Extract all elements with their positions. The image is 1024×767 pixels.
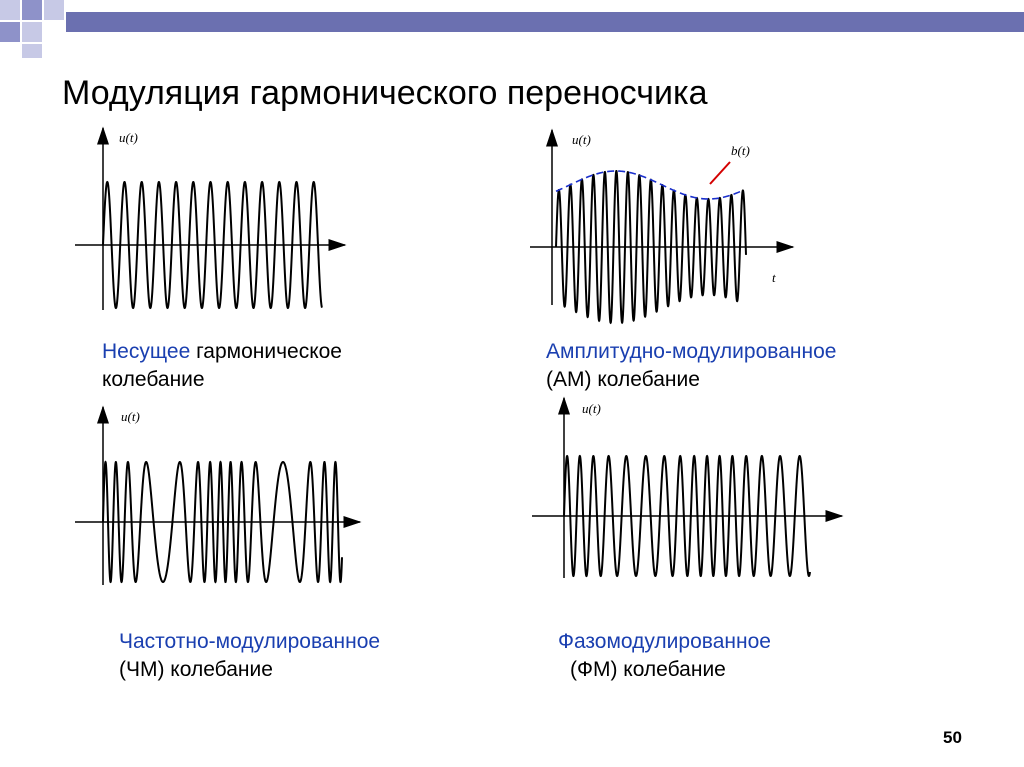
- caption-text: (ЧМ) колебание: [119, 658, 273, 681]
- deco-square: [22, 0, 42, 20]
- pm-plot: u(t): [532, 396, 844, 578]
- caption-text: (ФМ) колебание: [570, 658, 726, 681]
- carrier-waveform: [102, 180, 323, 310]
- am-envelope: [555, 170, 741, 200]
- envelope-label: b(t): [731, 143, 750, 158]
- slide-decoration: [0, 0, 1024, 58]
- deco-square: [0, 0, 20, 20]
- caption-highlight: Частотно-модулированное: [119, 630, 381, 653]
- fm-caption: Частотно-модулированное (ЧМ) колебание: [119, 628, 380, 684]
- x-axis-label: t: [772, 270, 776, 285]
- y-axis-label: u(t): [121, 409, 140, 424]
- envelope-pointer: [709, 161, 731, 185]
- y-axis-label: u(t): [582, 401, 601, 416]
- slide-title: Модуляция гармонического переносчика: [62, 74, 708, 112]
- caption-highlight: Несущее: [102, 340, 191, 363]
- y-axis-label: u(t): [572, 132, 591, 147]
- carrier-plot: u(t): [75, 126, 347, 310]
- am-caption: Амплитудно-модулированное (АМ) колебание: [546, 338, 836, 394]
- caption-text: колебание: [102, 368, 205, 391]
- am-plot: u(t) t b(t): [530, 128, 795, 325]
- caption-text: (АМ) колебание: [546, 368, 700, 391]
- deco-square: [44, 0, 64, 20]
- fm-plot: u(t): [75, 405, 362, 585]
- fm-waveform: [102, 460, 343, 584]
- deco-bar: [66, 12, 1024, 32]
- page-number: 50: [943, 728, 962, 747]
- caption-highlight: Фазомодулированное: [558, 630, 771, 653]
- carrier-caption: Несущее гармоническое колебание: [102, 338, 342, 394]
- y-axis-label: u(t): [119, 130, 138, 145]
- caption-highlight: Амплитудно-модулированное: [546, 340, 837, 363]
- deco-square: [22, 44, 42, 58]
- caption-text: гармоническое: [190, 340, 342, 363]
- pm-caption: Фазомодулированное (ФМ) колебание: [558, 628, 771, 684]
- deco-square: [0, 22, 20, 42]
- deco-square: [22, 22, 42, 42]
- pm-waveform: [563, 454, 811, 578]
